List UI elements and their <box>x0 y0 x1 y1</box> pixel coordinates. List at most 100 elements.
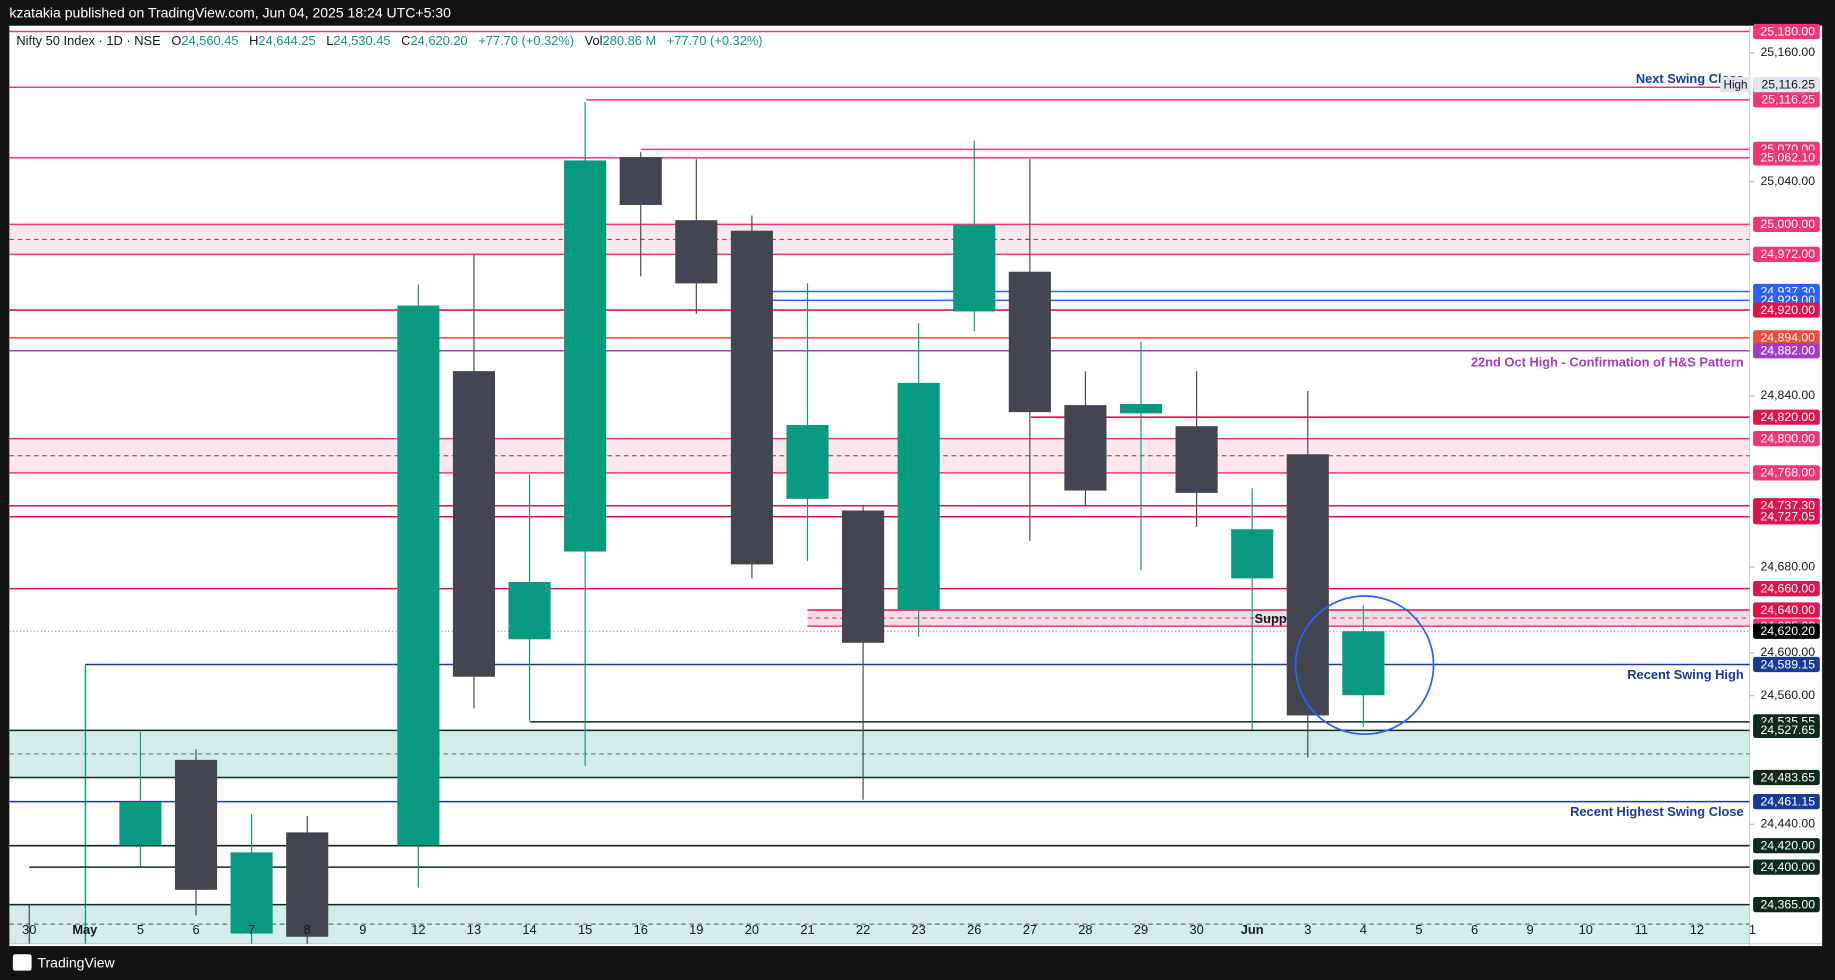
price-label: 24,461.15 <box>1760 794 1815 808</box>
x-tick-label: 22 <box>856 922 870 937</box>
x-tick-label: 29 <box>1134 922 1148 937</box>
x-tick-label: 20 <box>745 922 759 937</box>
x-tick-label: 30 <box>22 922 36 937</box>
price-label-box <box>1753 330 1820 346</box>
price-label-box <box>1753 216 1820 232</box>
price-label-box <box>1753 509 1820 525</box>
x-tick-label: May <box>72 922 98 937</box>
y-tick-label: 24,560.00 <box>1760 688 1815 702</box>
candle-body <box>1342 631 1385 696</box>
high-marker-label: 25,116.25 <box>1761 77 1815 91</box>
price-label: 24,768.00 <box>1760 466 1815 480</box>
price-label-box <box>1753 623 1820 639</box>
candle-body <box>174 759 218 890</box>
price-label: 24,820.00 <box>1760 410 1815 424</box>
symbol: Nifty 50 Index · 1D · NSE <box>16 34 161 49</box>
annotation: Recent Highest Swing Close <box>1570 804 1744 819</box>
x-tick-label: 10 <box>1579 922 1593 937</box>
x-tick-label: Jun <box>1241 922 1264 937</box>
x-tick-label: 14 <box>522 922 536 937</box>
x-tick-label: 15 <box>578 922 592 937</box>
x-tick-label: 12 <box>411 922 425 937</box>
annotation: Next Swing Close <box>1636 71 1744 86</box>
highlight-circle <box>1294 595 1435 735</box>
price-label: 24,737.30 <box>1760 499 1815 513</box>
price-label-box <box>1753 896 1820 913</box>
x-tick-label: 4 <box>1360 922 1367 937</box>
vol-change: +77.70 (+0.32%) <box>667 34 763 49</box>
y-tick-label: 24,680.00 <box>1760 559 1815 573</box>
x-tick-label: 8 <box>304 922 311 937</box>
x-tick-label: 1 <box>1749 922 1756 937</box>
x-tick-label: 30 <box>1189 922 1203 937</box>
h-label: H <box>249 34 258 49</box>
price-label: 24,920.00 <box>1760 303 1815 317</box>
candle-body <box>564 160 607 552</box>
price-label: 24,972.00 <box>1760 247 1815 261</box>
price-label-box <box>1753 302 1820 318</box>
brand: TradingView <box>37 954 115 970</box>
candle-body <box>230 852 273 934</box>
price-label: 24,589.15 <box>1760 657 1815 671</box>
price-label-box <box>1753 580 1820 597</box>
x-tick-label: 12 <box>1690 922 1704 937</box>
x-tick-label: 5 <box>137 922 144 937</box>
x-tick-label: 7 <box>248 922 255 937</box>
x-tick-label: 3 <box>1304 922 1311 937</box>
y-tick-label: 25,040.00 <box>1760 174 1815 188</box>
price-label-box <box>1753 602 1820 618</box>
x-tick-label: 9 <box>359 922 366 937</box>
annotation: 22nd Oct High - Confirmation of H&S Patt… <box>1471 354 1744 369</box>
candle-body <box>842 510 885 643</box>
h-value: 24,644.25 <box>258 34 315 49</box>
price-label-box <box>1753 793 1820 810</box>
y-tick-label: 25,160.00 <box>1760 45 1815 59</box>
x-tick-label: 13 <box>467 922 481 937</box>
x-tick-label: 26 <box>967 922 981 937</box>
price-label: 25,116.25 <box>1761 93 1815 107</box>
candle-body <box>1119 404 1163 414</box>
annotation: Recent Swing High <box>1627 667 1744 682</box>
price-label-box <box>1753 722 1820 738</box>
candle-body <box>619 156 662 205</box>
candle-body <box>1064 405 1107 491</box>
x-tick-label: 9 <box>1527 922 1534 937</box>
price-label-box <box>1753 859 1820 875</box>
price-label-box <box>1753 23 1820 40</box>
price-label-box <box>1753 92 1820 108</box>
high-tag: High <box>1724 78 1748 91</box>
price-label: 24,894.00 <box>1760 331 1815 345</box>
candle-body <box>1286 454 1329 716</box>
x-tick-label: 6 <box>1471 922 1478 937</box>
x-tick-label: 6 <box>192 922 199 937</box>
candle-body <box>786 425 829 499</box>
x-tick-label: 19 <box>689 922 703 937</box>
candle-body <box>675 220 718 284</box>
price-label-box <box>1753 431 1820 447</box>
x-tick-label: 16 <box>634 922 648 937</box>
c-label: C <box>401 34 410 49</box>
price-label-box <box>1753 769 1820 786</box>
candle-body <box>897 382 940 611</box>
y-tick-label: 24,600.00 <box>1760 645 1815 659</box>
x-tick-label: 27 <box>1023 922 1037 937</box>
logo <box>12 954 32 971</box>
candle-body <box>1175 426 1218 493</box>
x-tick-label: 28 <box>1078 922 1092 937</box>
x-tick-label: 11 <box>1635 922 1648 937</box>
price-label-box <box>1753 465 1820 481</box>
legend: Nifty 50 Index · 1D · NSE O24,560.45 H24… <box>16 34 762 49</box>
price-label: 24,400.00 <box>1760 860 1815 874</box>
price-label: 25,062.10 <box>1760 151 1815 165</box>
price-label-box <box>1753 343 1820 359</box>
publisher: kzatakia published on TradingView.com, J… <box>9 5 451 21</box>
candle-body <box>953 224 996 312</box>
change: +77.70 (+0.32%) <box>478 34 574 49</box>
candle-body <box>1008 271 1051 413</box>
price-label: 24,420.00 <box>1760 839 1815 853</box>
x-tick-label: 5 <box>1415 922 1422 937</box>
candle-body <box>397 305 440 846</box>
candle-body <box>119 801 162 846</box>
price-label: 24,620.20 <box>1760 624 1815 638</box>
